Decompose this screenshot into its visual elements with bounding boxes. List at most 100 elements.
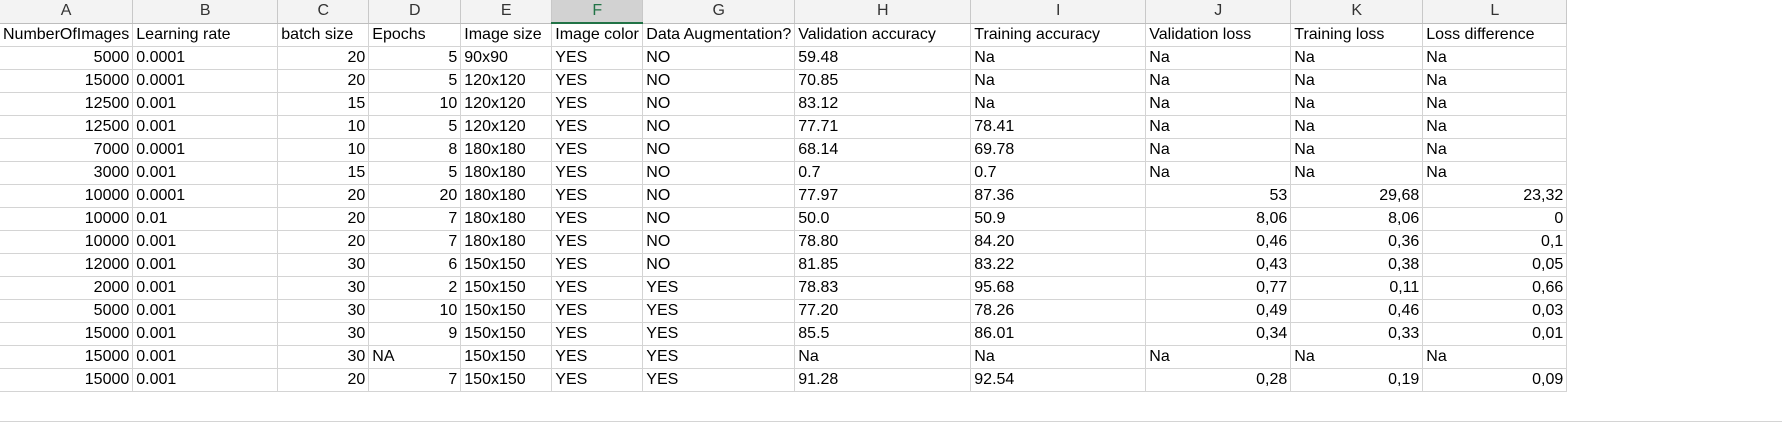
cell[interactable]: 0,19	[1290, 368, 1424, 392]
cell[interactable]: YES	[551, 46, 644, 70]
cell[interactable]: 0,05	[1422, 253, 1568, 277]
cell[interactable]: Na	[1290, 138, 1424, 162]
column-header-b[interactable]: B	[132, 0, 279, 24]
cell[interactable]: 85.5	[794, 322, 972, 346]
cell[interactable]: 20	[277, 230, 370, 254]
cell[interactable]: Na	[1145, 92, 1292, 116]
cell[interactable]: 0.7	[794, 161, 972, 185]
header-cell[interactable]: Loss difference	[1422, 23, 1568, 47]
cell[interactable]: 77.20	[794, 299, 972, 323]
header-cell[interactable]: Image color	[551, 23, 644, 47]
cell[interactable]: 95.68	[970, 276, 1147, 300]
cell[interactable]: 87.36	[970, 184, 1147, 208]
cell[interactable]: 9	[368, 322, 462, 346]
cell[interactable]: 30	[277, 253, 370, 277]
cell[interactable]: NO	[642, 69, 796, 93]
cell[interactable]: 2	[368, 276, 462, 300]
cell[interactable]: 0,46	[1290, 299, 1424, 323]
cell[interactable]: Na	[1145, 115, 1292, 139]
cell[interactable]: 150x150	[460, 345, 553, 369]
cell[interactable]: 0.01	[132, 207, 279, 231]
cell[interactable]: Na	[1145, 138, 1292, 162]
cell[interactable]: 0.0001	[132, 46, 279, 70]
cell[interactable]: 0.001	[132, 299, 279, 323]
cell[interactable]: 0.001	[132, 276, 279, 300]
cell[interactable]: Na	[1145, 46, 1292, 70]
cell[interactable]: 86.01	[970, 322, 1147, 346]
cell[interactable]: 2000	[0, 276, 134, 300]
cell[interactable]: YES	[551, 161, 644, 185]
cell[interactable]: 7	[368, 230, 462, 254]
cell[interactable]: 0,1	[1422, 230, 1568, 254]
cell[interactable]: 0,46	[1145, 230, 1292, 254]
cell[interactable]: 10	[368, 299, 462, 323]
cell[interactable]: Na	[970, 345, 1147, 369]
cell[interactable]: Na	[970, 46, 1147, 70]
cell[interactable]: 3000	[0, 161, 134, 185]
cell[interactable]: YES	[551, 253, 644, 277]
cell[interactable]: 7	[368, 207, 462, 231]
cell[interactable]: 0.001	[132, 161, 279, 185]
cell[interactable]: 150x150	[460, 276, 553, 300]
cell[interactable]: 0,38	[1290, 253, 1424, 277]
cell[interactable]: 53	[1145, 184, 1292, 208]
cell[interactable]: 10	[277, 115, 370, 139]
cell[interactable]: 90x90	[460, 46, 553, 70]
cell[interactable]: YES	[551, 207, 644, 231]
cell[interactable]: 0.001	[132, 253, 279, 277]
cell[interactable]: Na	[1422, 138, 1568, 162]
cell[interactable]: 10	[277, 138, 370, 162]
cell[interactable]: YES	[551, 115, 644, 139]
cell[interactable]: 0,66	[1422, 276, 1568, 300]
cell[interactable]: 78.26	[970, 299, 1147, 323]
cell[interactable]: 10000	[0, 184, 134, 208]
cell[interactable]: Na	[1290, 161, 1424, 185]
cell[interactable]: Na	[794, 345, 972, 369]
cell[interactable]: Na	[1145, 69, 1292, 93]
cell[interactable]: 0.7	[970, 161, 1147, 185]
cell[interactable]: 120x120	[460, 69, 553, 93]
cell[interactable]: YES	[642, 368, 796, 392]
cell[interactable]: 50.0	[794, 207, 972, 231]
cell[interactable]: YES	[551, 368, 644, 392]
cell[interactable]: NO	[642, 207, 796, 231]
cell[interactable]: NO	[642, 138, 796, 162]
cell[interactable]: Na	[970, 92, 1147, 116]
cell[interactable]: 0,34	[1145, 322, 1292, 346]
cell[interactable]: 77.71	[794, 115, 972, 139]
cell[interactable]: Na	[1290, 92, 1424, 116]
cell[interactable]: Na	[1422, 69, 1568, 93]
cell[interactable]: NA	[368, 345, 462, 369]
cell[interactable]: Na	[1422, 161, 1568, 185]
cell[interactable]: 15	[277, 92, 370, 116]
cell[interactable]: 0,36	[1290, 230, 1424, 254]
column-header-l[interactable]: L	[1422, 0, 1568, 24]
cell[interactable]: 12000	[0, 253, 134, 277]
cell[interactable]: 78.83	[794, 276, 972, 300]
cell[interactable]: 180x180	[460, 184, 553, 208]
cell[interactable]: 0.0001	[132, 184, 279, 208]
cell[interactable]: 10	[368, 92, 462, 116]
cell[interactable]: 180x180	[460, 230, 553, 254]
header-cell[interactable]: Validation loss	[1145, 23, 1292, 47]
cell[interactable]: Na	[1422, 115, 1568, 139]
cell[interactable]: 20	[368, 184, 462, 208]
header-cell[interactable]: Validation accuracy	[794, 23, 972, 47]
cell[interactable]: 0.001	[132, 92, 279, 116]
header-cell[interactable]: Data Augmentation?	[642, 23, 796, 47]
cell[interactable]: YES	[642, 345, 796, 369]
cell[interactable]: 20	[277, 69, 370, 93]
cell[interactable]: NO	[642, 115, 796, 139]
cell[interactable]: YES	[551, 92, 644, 116]
cell[interactable]: 0,43	[1145, 253, 1292, 277]
cell[interactable]: YES	[551, 69, 644, 93]
cell[interactable]: 0.001	[132, 322, 279, 346]
cell[interactable]: 20	[277, 207, 370, 231]
cell[interactable]: 23,32	[1422, 184, 1568, 208]
cell[interactable]: 15000	[0, 345, 134, 369]
cell[interactable]: 30	[277, 322, 370, 346]
column-header-h[interactable]: H	[794, 0, 972, 24]
cell[interactable]: 8	[368, 138, 462, 162]
cell[interactable]: 20	[277, 184, 370, 208]
cell[interactable]: Na	[1145, 345, 1292, 369]
